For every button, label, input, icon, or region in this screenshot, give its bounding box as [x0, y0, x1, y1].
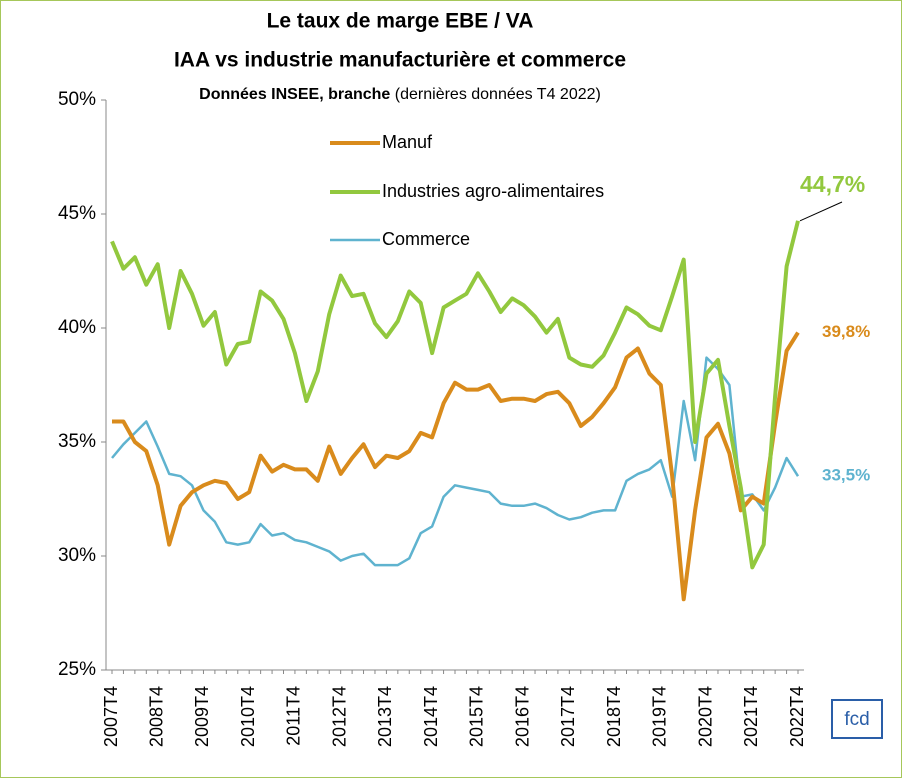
y-tick-label: 40% [58, 317, 96, 338]
chart-subtitle: Données INSEE, branche (dernières donnée… [199, 86, 601, 103]
x-tick-label: 2021T4 [741, 686, 761, 747]
x-tick-label: 2010T4 [238, 686, 258, 747]
legend-label: Industries agro-alimentaires [382, 181, 604, 201]
x-tick-label: 2022T4 [787, 686, 807, 747]
x-tick-label: 2008T4 [146, 686, 166, 747]
x-tick-label: 2020T4 [695, 686, 715, 747]
x-tick-label: 2007T4 [101, 686, 121, 747]
x-tick-label: 2014T4 [421, 686, 441, 747]
x-tick-label: 2011T4 [284, 686, 304, 746]
y-tick-label: 30% [58, 545, 96, 566]
y-tick-label: 25% [58, 659, 96, 680]
y-tick-label: 45% [58, 203, 96, 224]
subtitle: Données INSEE, branche [199, 86, 390, 103]
series-line [112, 331, 800, 602]
x-tick-label: 2013T4 [375, 686, 395, 747]
x-tick-label: 2019T4 [650, 686, 670, 747]
x-tick-label: 2018T4 [604, 686, 624, 747]
end-label-leader [799, 201, 843, 222]
end-label: 39,8% [822, 322, 870, 341]
y-tick-label: 35% [58, 431, 96, 452]
chart-title-line2: IAA vs industrie manufacturière et comme… [174, 49, 626, 72]
end-label: 44,7% [800, 171, 865, 197]
x-tick-label: 2012T4 [329, 686, 349, 747]
subtitle-note: (dernières données T4 2022) [395, 86, 601, 103]
x-tick-label: 2009T4 [192, 686, 212, 747]
y-tick-label: 50% [58, 89, 96, 110]
legend-label: Manuf [382, 132, 433, 152]
x-tick-label: 2015T4 [467, 686, 487, 747]
logo: fcd [844, 709, 869, 730]
series-line [110, 220, 800, 570]
logo-box [831, 699, 883, 739]
legend-label: Commerce [382, 229, 470, 249]
chart-title: Le taux de marge EBE / VA [267, 10, 534, 33]
series-line [111, 356, 800, 567]
x-tick-label: 2017T4 [558, 686, 578, 747]
end-label: 33,5% [822, 466, 870, 485]
x-tick-label: 2016T4 [512, 686, 532, 747]
